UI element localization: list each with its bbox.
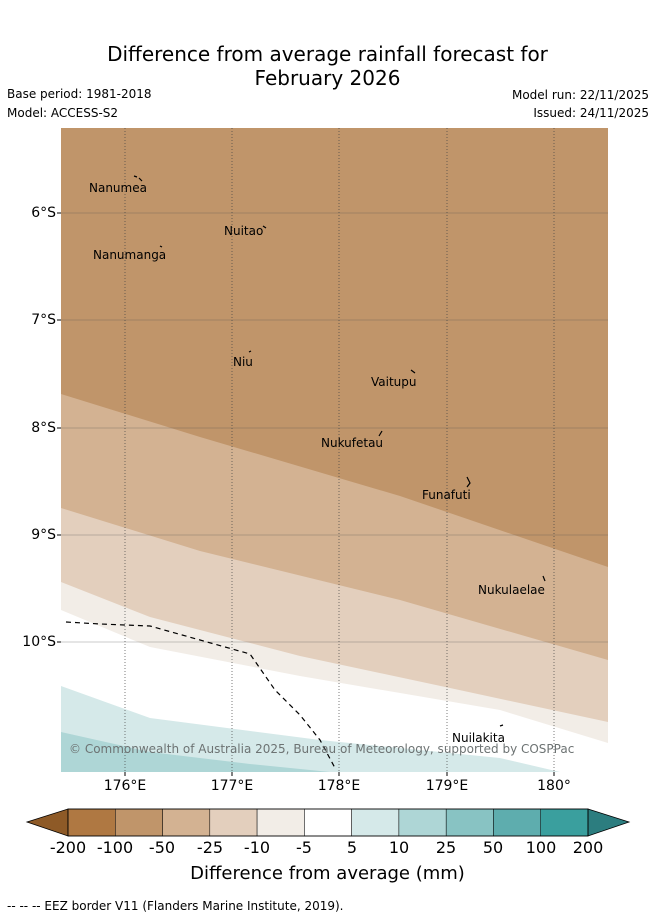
colorbar-segment bbox=[209, 808, 258, 837]
lat-label-10s: 10°S bbox=[22, 634, 56, 650]
lat-label-6s: 6°S bbox=[31, 205, 56, 221]
band-plus10 bbox=[61, 732, 330, 772]
model-name: Model: ACCESS-S2 bbox=[7, 106, 119, 120]
colorbar-segment bbox=[493, 808, 541, 837]
colorbar-tick: 100 bbox=[525, 838, 557, 857]
place-label-nanumea: Nanumea bbox=[89, 181, 147, 195]
colorbar-tick: -200 bbox=[49, 838, 87, 857]
lon-label-179e: 179°E bbox=[425, 778, 469, 794]
colorbar-tick: -50 bbox=[148, 838, 176, 857]
colorbar-segment bbox=[67, 808, 116, 837]
colorbar-tick: 5 bbox=[346, 838, 358, 857]
colorbar-segment bbox=[115, 808, 163, 837]
lon-label-176e: 176°E bbox=[103, 778, 147, 794]
place-label-nukufetau: Nukufetau bbox=[321, 436, 384, 450]
colorbar-segment bbox=[398, 808, 447, 837]
map-title-line2: February 2026 bbox=[254, 66, 401, 90]
colorbar bbox=[25, 808, 631, 837]
colorbar-segment bbox=[304, 808, 352, 837]
colorbar-label: Difference from average (mm) bbox=[190, 863, 465, 884]
colorbar-tick: -25 bbox=[196, 838, 224, 857]
lon-label-177e: 177°E bbox=[210, 778, 254, 794]
band-minus50 bbox=[61, 128, 608, 567]
eez-border bbox=[65, 621, 336, 769]
colorbar-segment bbox=[540, 808, 589, 837]
band-plus5 bbox=[61, 686, 560, 772]
colorbar-segment bbox=[162, 808, 211, 837]
colorbar-tick: -5 bbox=[296, 838, 312, 857]
island-outlines bbox=[133, 175, 546, 727]
lat-label-8s: 8°S bbox=[31, 420, 56, 436]
lon-label-178e: 178°E bbox=[317, 778, 361, 794]
place-label-vaitupu: Vaitupu bbox=[371, 375, 417, 389]
colorbar-tick: -10 bbox=[243, 838, 271, 857]
colorbar-segment bbox=[445, 808, 494, 837]
colorbar-tick: 200 bbox=[572, 838, 604, 857]
colorbar-tick: 25 bbox=[435, 838, 457, 857]
colorbar-segment bbox=[351, 808, 400, 837]
lat-label-7s: 7°S bbox=[31, 312, 56, 328]
place-label-nanumanga: Nanumanga bbox=[93, 248, 167, 262]
map-title-line1: Difference from average rainfall forecas… bbox=[107, 42, 548, 66]
lat-label-9s: 9°S bbox=[31, 527, 56, 543]
place-label-nukulaelae: Nukulaelae bbox=[478, 583, 545, 597]
place-label-niu: Niu bbox=[233, 355, 253, 369]
issue-date: Issued: 24/11/2025 bbox=[533, 106, 649, 120]
place-label-nuitao: Nuitao bbox=[224, 224, 264, 238]
base-period: Base period: 1981-2018 bbox=[7, 87, 152, 101]
colorbar-segment bbox=[256, 808, 305, 837]
place-label-nuilakita: Nuilakita bbox=[452, 731, 505, 745]
eez-legend: -- -- -- EEZ border V11 (Flanders Marine… bbox=[7, 899, 344, 913]
copyright-notice: © Commonwealth of Australia 2025, Bureau… bbox=[69, 742, 575, 756]
lon-label-180: 180° bbox=[537, 778, 571, 794]
colorbar-tick: -100 bbox=[96, 838, 134, 857]
model-run: Model run: 22/11/2025 bbox=[511, 88, 649, 102]
place-label-funafuti: Funafuti bbox=[422, 488, 471, 502]
colorbar-tick: 50 bbox=[482, 838, 504, 857]
colorbar-tick: 10 bbox=[388, 838, 410, 857]
